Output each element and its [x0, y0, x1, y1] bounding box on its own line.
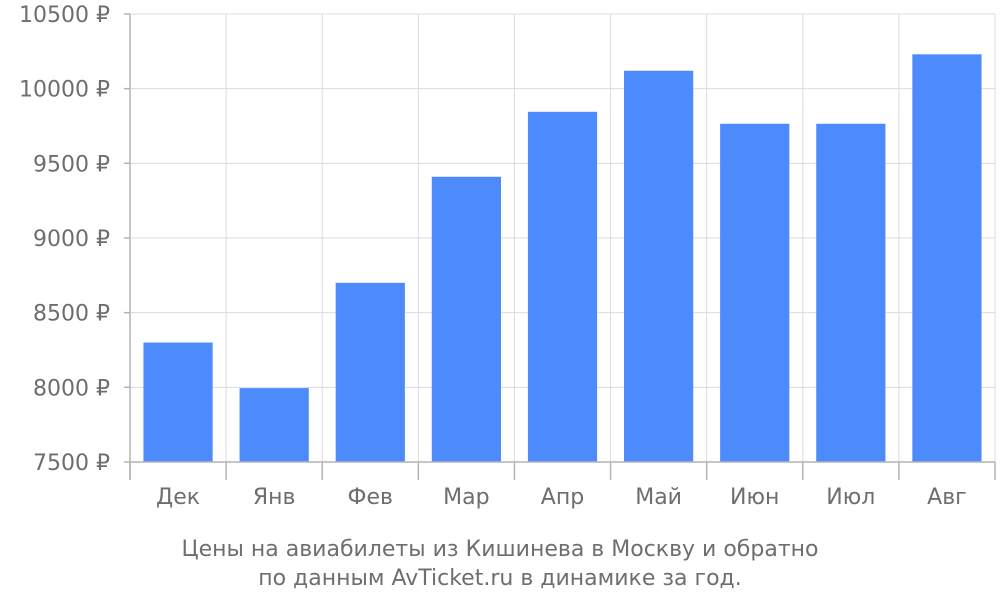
x-axis-tick-labels: Дек Янв Фев Мар Апр Май Июн Июл Авг [156, 485, 967, 510]
bar [912, 54, 982, 462]
caption-line-2: по данным AvTicket.ru в динамике за год. [258, 566, 742, 591]
x-tick-label: Янв [253, 485, 296, 510]
x-tick-label: Фев [348, 485, 393, 510]
caption-line-1: Цены на авиабилеты из Кишинева в Москву … [182, 537, 819, 562]
bar [527, 111, 598, 463]
x-tick-label: Июн [730, 485, 779, 510]
bar [239, 388, 309, 462]
y-tick-label: 9500 ₽ [33, 152, 110, 177]
chart-caption: Цены на авиабилеты из Кишинева в Москву … [182, 537, 819, 591]
bar [143, 342, 213, 462]
axes [124, 13, 996, 480]
x-tick-label: Май [635, 485, 682, 510]
x-tick-label: Мар [443, 485, 489, 510]
y-tick-label: 10500 ₽ [19, 3, 110, 28]
y-tick-label: 7500 ₽ [33, 451, 110, 476]
bar [816, 123, 886, 462]
y-tick-label: 8500 ₽ [33, 302, 110, 327]
y-tick-label: 9000 ₽ [33, 227, 110, 252]
bar [335, 282, 405, 462]
x-tick-label: Июл [826, 485, 875, 510]
bar [431, 176, 501, 463]
x-tick-label: Авг [927, 485, 967, 510]
x-tick-label: Апр [541, 485, 584, 510]
y-tick-label: 10000 ₽ [19, 78, 110, 103]
y-tick-label: 8000 ₽ [33, 376, 110, 401]
bars [143, 54, 982, 463]
y-axis-tick-labels: 7500 ₽ 8000 ₽ 8500 ₽ 9000 ₽ 9500 ₽ 10000 ₽ 105… [19, 3, 110, 476]
x-tick-label: Дек [156, 485, 200, 510]
bar [720, 123, 790, 462]
bar [624, 70, 694, 462]
